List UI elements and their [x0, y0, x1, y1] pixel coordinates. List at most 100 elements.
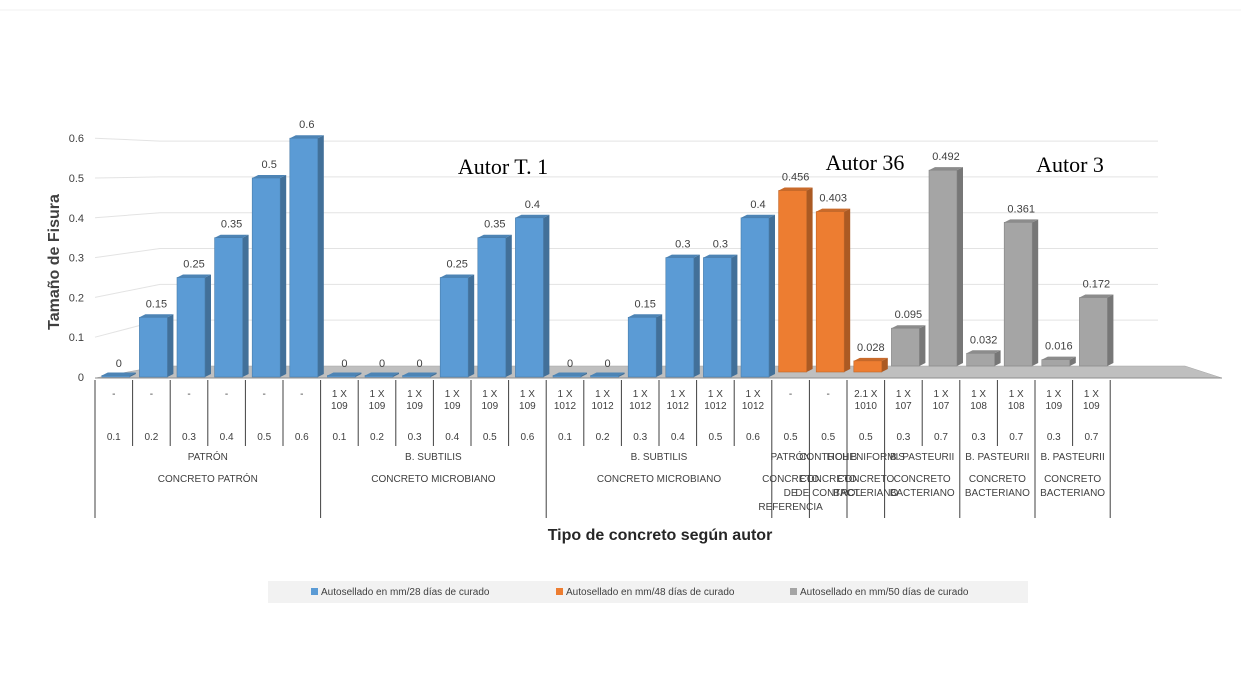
concrete-type-label: BACTERIANO — [890, 488, 955, 499]
gridline — [94, 176, 1158, 179]
group-label: B. PASTEURII — [1040, 452, 1104, 463]
bar-side — [919, 325, 926, 366]
bar — [853, 360, 883, 373]
y-tick-label: 0.3 — [69, 253, 84, 265]
data-label: 0.3 — [713, 239, 728, 251]
bar — [590, 375, 619, 378]
data-label: 0 — [379, 358, 385, 370]
bar-side — [317, 135, 324, 377]
bar-top — [778, 187, 813, 191]
y-tick-label: 0.2 — [69, 292, 84, 304]
bar-side — [205, 274, 211, 377]
bar — [477, 237, 507, 378]
bar-top — [665, 254, 700, 258]
category-label: 1 X — [745, 389, 760, 400]
category-label: 1 X — [369, 389, 384, 400]
concrete-type-label: CONCRETO — [1044, 474, 1101, 485]
ratio-label: 0.3 — [896, 432, 910, 443]
category-label: 1012 — [742, 401, 765, 412]
category-label: 1 X — [445, 389, 460, 400]
data-label: 0.25 — [446, 259, 467, 271]
concrete-type-label: CONCRETO MICROBIANO — [597, 474, 721, 485]
bar — [1079, 297, 1108, 367]
bar — [327, 375, 356, 378]
ratio-label: 0.7 — [934, 432, 948, 443]
bar-top — [252, 175, 287, 178]
y-tick-label: 0.1 — [69, 332, 84, 344]
bar-top — [327, 372, 362, 376]
data-label: 0.15 — [634, 298, 655, 310]
bar-side — [806, 187, 813, 372]
y-axis: 0 0.1 0.2 0.3 0.4 0.5 0.6 — [69, 133, 84, 384]
bar-side — [769, 214, 775, 377]
group-label: LICHENIFORMIS — [827, 452, 906, 463]
gridline — [94, 137, 1158, 142]
concrete-type-label: BACTERIANO — [833, 488, 898, 499]
bar — [703, 257, 732, 378]
data-label: 0.361 — [1007, 203, 1035, 215]
data-labels: 0 0.15 0.25 0.35 0.5 0.6 0 0 0 0.25 0.35 0.4 0 0 0.15 0… — [116, 119, 1110, 370]
data-label: 0.456 — [782, 172, 810, 184]
data-label: 0.15 — [146, 298, 167, 310]
author-annotation: Autor T. 1 — [458, 154, 548, 179]
x-axis-label: Tipo de concreto según autor — [548, 527, 773, 544]
category-label: 1012 — [554, 401, 577, 412]
ratio-label: 0.7 — [1009, 432, 1023, 443]
author-annotation: Autor 3 — [1036, 152, 1104, 177]
data-label: 0.172 — [1083, 279, 1111, 291]
bar — [552, 375, 582, 378]
ratio-label: 0.6 — [746, 432, 760, 443]
category-label: 1 X — [971, 389, 986, 400]
bar-top — [553, 372, 587, 376]
ratio-label: 0.5 — [483, 432, 497, 443]
concrete-type-label: CONCRETO — [894, 474, 951, 485]
category-label: 2.1 X — [854, 389, 878, 400]
concrete-type-label: CONCRETO — [762, 474, 819, 485]
bar-top — [703, 254, 738, 258]
data-label: 0.4 — [750, 199, 765, 211]
ratio-label: 0.6 — [295, 432, 309, 443]
bar-top — [1004, 219, 1039, 223]
category-label: 107 — [933, 401, 950, 412]
bar — [966, 352, 995, 367]
data-label: 0 — [341, 358, 347, 370]
data-label: 0.4 — [525, 199, 540, 211]
bar-top — [365, 372, 399, 376]
bar-top — [477, 234, 512, 238]
concrete-type-label: REFERENCIA — [758, 502, 823, 513]
legend-swatch — [556, 588, 563, 595]
legend-background — [268, 581, 1028, 603]
bar-side — [731, 254, 738, 377]
concrete-type-label: DE — [784, 488, 798, 499]
bar-side — [280, 175, 287, 377]
bar — [139, 316, 168, 378]
group-label: B. SUBTILIS — [405, 452, 462, 463]
bar-side — [844, 208, 851, 372]
bar-side — [656, 314, 663, 377]
category-label: 109 — [369, 401, 386, 412]
ratio-label: 0.2 — [144, 432, 158, 443]
bar-side — [505, 234, 512, 377]
bar-top — [402, 372, 437, 376]
category-label: 1 X — [332, 389, 347, 400]
data-label: 0.35 — [484, 219, 505, 231]
concrete-type-label: BACTERIANO — [965, 488, 1030, 499]
y-axis-label: Tamaño de Fisura — [46, 194, 63, 330]
category-label: - — [263, 389, 266, 400]
ratio-label: 0.2 — [596, 432, 610, 443]
bar-top — [816, 208, 851, 212]
bar-side — [1069, 356, 1076, 366]
group-label: PATRÓN — [188, 450, 228, 463]
data-label: 0 — [417, 358, 423, 370]
category-label: 1010 — [855, 401, 878, 412]
author-annotation: Autor 36 — [826, 150, 905, 175]
bar — [1003, 222, 1033, 367]
category-label: - — [827, 389, 830, 400]
bar-side — [468, 274, 475, 377]
bar-top — [515, 214, 550, 218]
legend-entry: Autosellado en mm/48 días de curado — [566, 587, 735, 598]
y-tick-label: 0.4 — [69, 213, 84, 225]
ratio-label: 0.6 — [520, 432, 534, 443]
data-label: 0.3 — [675, 239, 690, 251]
